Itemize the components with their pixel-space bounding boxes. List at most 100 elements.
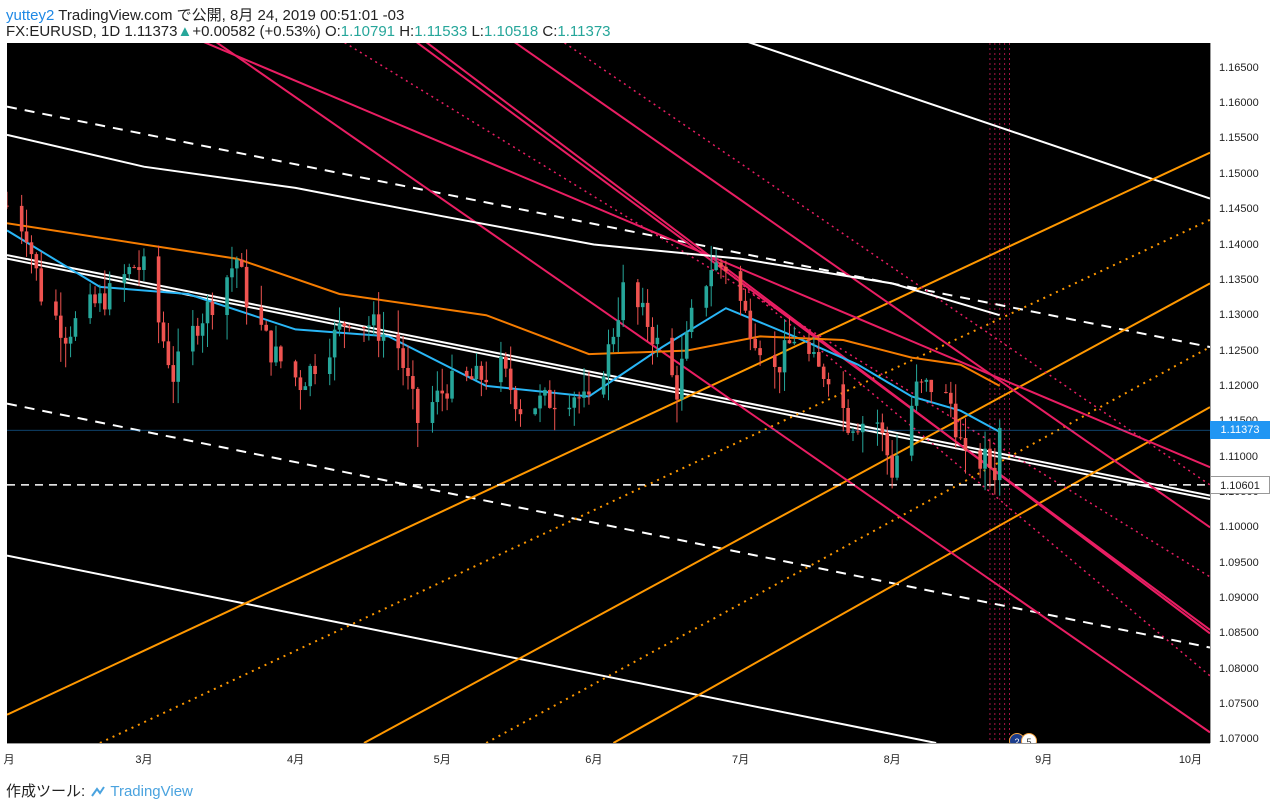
up-arrow-icon: ▲ xyxy=(177,23,193,40)
channel-line xyxy=(7,554,937,743)
candle-body xyxy=(513,390,518,410)
candle-body xyxy=(655,337,660,345)
sma-line xyxy=(7,133,1000,317)
price-tick-label: 1.13500 xyxy=(1219,273,1259,286)
candle-body xyxy=(230,268,234,278)
channel_dash-line xyxy=(7,105,1210,349)
candle-body xyxy=(944,392,948,394)
candle-body xyxy=(640,302,645,308)
candle-body xyxy=(396,334,401,349)
fib-line xyxy=(415,43,1210,631)
candle-body xyxy=(298,377,303,391)
price-tick-label: 1.16500 xyxy=(1219,61,1259,74)
candle-body xyxy=(107,283,112,310)
candle-body xyxy=(371,314,376,326)
chart-plot-area[interactable]: 254413 xyxy=(7,43,1210,743)
candle-body xyxy=(293,361,298,378)
price-tick-label: 1.14000 xyxy=(1219,238,1259,251)
candle-body xyxy=(58,315,63,338)
candle-body xyxy=(337,323,342,330)
ema-line xyxy=(7,229,1001,433)
high-label: H: xyxy=(399,23,415,40)
candle-body xyxy=(239,259,244,267)
price-tick-label: 1.16000 xyxy=(1219,97,1259,110)
trend_up-line xyxy=(7,151,1210,716)
candle-body xyxy=(29,242,34,255)
candle-body xyxy=(949,392,953,404)
time-tick-label: 9月 xyxy=(1035,754,1053,766)
candle-body xyxy=(885,432,890,456)
author-link[interactable]: yuttey2 xyxy=(6,7,55,24)
economic-event-badge[interactable]: 5 xyxy=(1021,733,1037,743)
low-value: 1.10518 xyxy=(483,23,539,40)
candle-body xyxy=(645,302,650,327)
candle-body xyxy=(161,322,166,342)
price-chart[interactable] xyxy=(7,43,1210,743)
candle-body xyxy=(543,389,547,396)
time-axis[interactable]: 月 3月 4月 5月 6月 7月 8月 9月 10月 xyxy=(4,743,1210,770)
price-tick-label: 1.08000 xyxy=(1219,662,1259,675)
candle-body xyxy=(156,256,161,323)
candle-body xyxy=(244,266,249,308)
candle-body xyxy=(909,405,914,456)
time-tick-label: 7月 xyxy=(731,754,750,766)
price-tick-label: 1.09000 xyxy=(1219,592,1259,605)
footer: 作成ツール: TradingView xyxy=(6,780,193,801)
candle-body xyxy=(606,344,611,377)
candle-body xyxy=(895,455,899,478)
candle-body xyxy=(362,327,366,329)
candle-body xyxy=(137,267,141,270)
candle-body xyxy=(88,294,92,319)
candle-body xyxy=(342,323,347,327)
trend_up-line xyxy=(363,282,1210,743)
candle-body xyxy=(210,301,215,316)
candle-body xyxy=(376,314,381,341)
candle-body xyxy=(406,367,410,377)
candle-body xyxy=(963,437,968,451)
candle-body xyxy=(988,448,992,468)
close-label: C: xyxy=(542,23,558,40)
tradingview-logo-link[interactable]: TradingView xyxy=(89,783,193,800)
candle-body xyxy=(675,375,679,400)
time-tick-label: 10月 xyxy=(1178,754,1203,766)
candle-body xyxy=(171,365,176,382)
publish-info: TradingView.com で公開, 8月 24, 2019 00:51:0… xyxy=(58,7,405,24)
candle-body xyxy=(411,376,415,389)
price-tick-label: 1.12500 xyxy=(1219,344,1259,357)
candle-body xyxy=(684,332,689,359)
candle-body xyxy=(880,422,885,433)
candle-body xyxy=(548,389,552,408)
candle-body xyxy=(430,402,435,423)
candle-body xyxy=(499,356,503,383)
candle-body xyxy=(142,256,146,270)
candle-body xyxy=(269,330,273,363)
candle-body xyxy=(997,427,1002,481)
candle-body xyxy=(753,338,758,349)
candle-body xyxy=(929,379,934,393)
candle-body xyxy=(890,455,894,478)
price-axis[interactable]: 1.16500 1.16000 1.15500 1.15000 1.14500 1.140… xyxy=(1210,43,1276,745)
symbol-label: FX:EURUSD, 1D xyxy=(6,23,121,40)
candle-body xyxy=(983,448,987,469)
candle-body xyxy=(98,293,102,304)
candle-body xyxy=(919,381,924,383)
candle-body xyxy=(166,341,171,366)
economic-events[interactable]: 254413 xyxy=(997,733,1057,743)
candle-body xyxy=(577,397,581,399)
candle-body xyxy=(7,205,9,207)
candle-body xyxy=(308,365,312,387)
candle-body xyxy=(93,294,97,304)
time-tick-label: 3月 xyxy=(135,754,153,766)
fib-line xyxy=(215,43,1210,734)
low-label: L: xyxy=(471,23,484,40)
candle-body xyxy=(332,329,337,358)
candle-body xyxy=(191,325,195,352)
high-value: 1.11533 xyxy=(414,23,468,40)
candle-body xyxy=(758,348,762,356)
candle-body xyxy=(851,431,855,433)
fib-line xyxy=(203,43,1210,469)
candle-body xyxy=(738,271,743,301)
candle-body xyxy=(875,422,880,424)
price-tick-label: 1.07500 xyxy=(1219,698,1259,711)
candle-body xyxy=(274,346,278,363)
